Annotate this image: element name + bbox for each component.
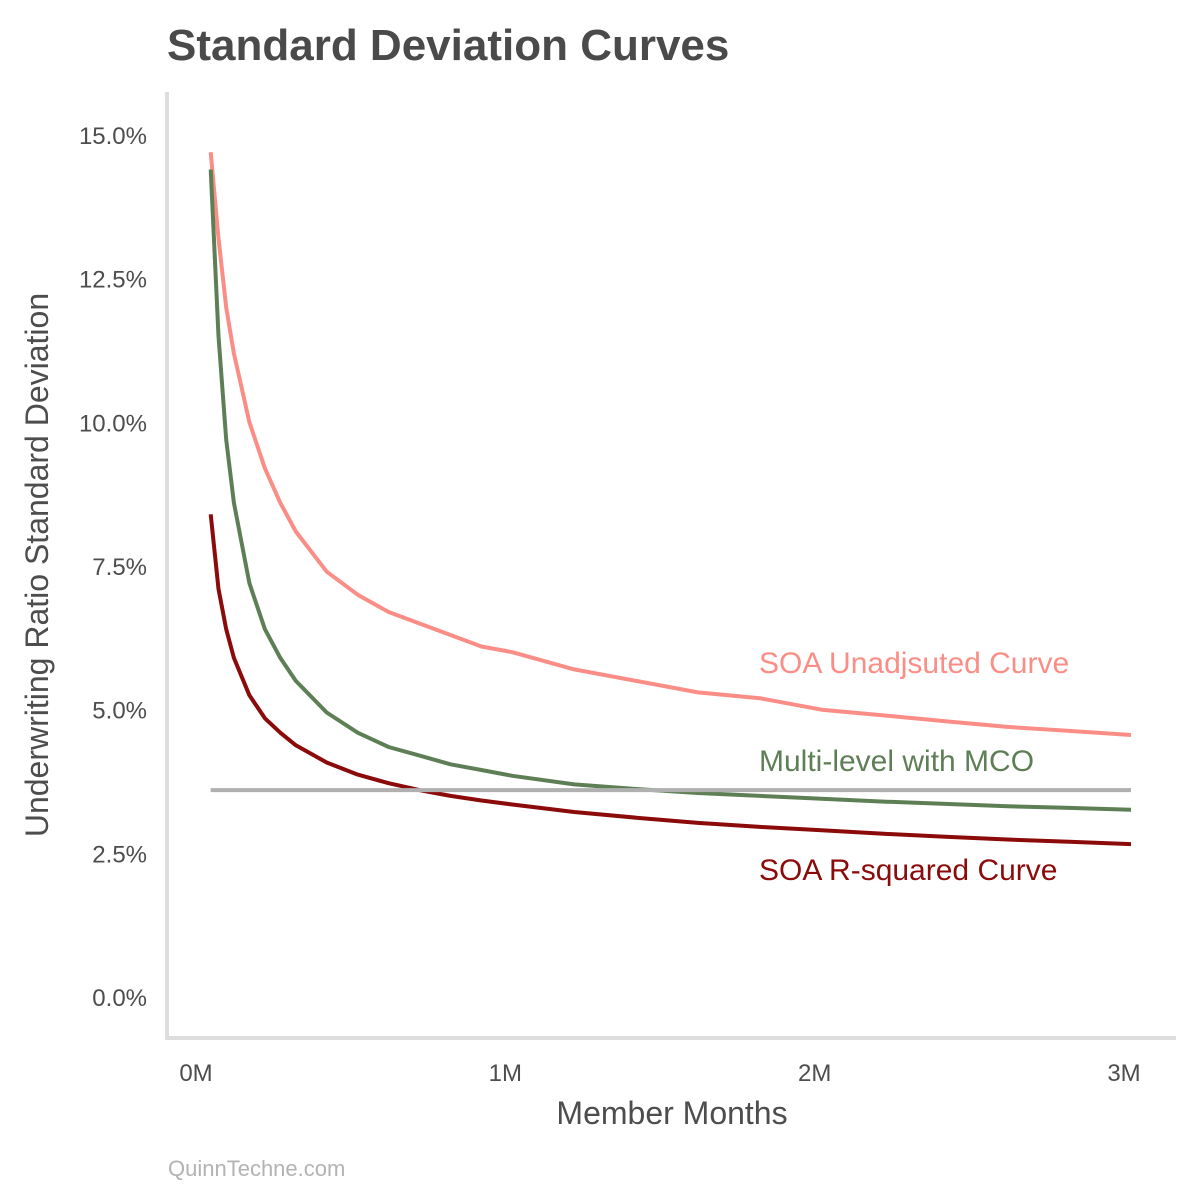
series-line [208,514,1132,847]
y-tick-label: 10.0% [79,410,147,437]
series-line [208,152,1132,737]
y-tick-label: 12.5% [79,267,147,294]
x-tick-label: 2M [798,1060,831,1087]
caption: QuinnTechne.com [168,1156,345,1181]
series-label: SOA R-squared Curve [759,854,1057,887]
series-line [208,169,1132,812]
chart-title: Standard Deviation Curves [167,21,729,70]
y-axis-title: Underwriting Ratio Standard Deviation [19,293,55,837]
y-tick-label: 0.0% [92,985,147,1012]
y-tick-label: 5.0% [92,698,147,725]
x-tick-label: 3M [1107,1060,1140,1087]
x-tick-labels: 0M 1M 2M 3M [179,1060,1140,1087]
y-tick-labels: 0.0% 2.5% 5.0% 7.5% 10.0% 12.5% 15.0% [79,123,147,1012]
series-label: SOA Unadjsuted Curve [759,647,1069,680]
x-tick-label: 1M [489,1060,522,1087]
series-labels: SOA Unadjsuted Curve Multi-level with MCO… [759,647,1069,887]
x-tick-label: 0M [179,1060,212,1087]
x-axis-title: Member Months [556,1095,787,1131]
series-label: Multi-level with MCO [759,745,1034,778]
y-tick-label: 15.0% [79,123,147,150]
y-tick-label: 2.5% [92,841,147,868]
y-tick-label: 7.5% [92,554,147,581]
series-lines [208,152,1132,847]
